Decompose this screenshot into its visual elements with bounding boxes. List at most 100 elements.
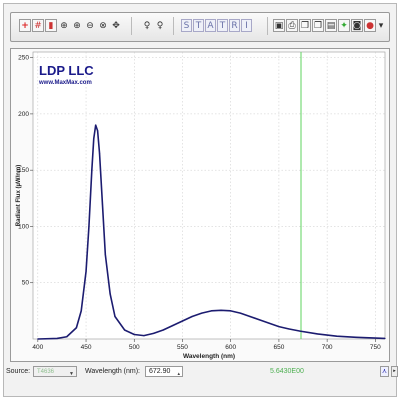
plot-panel: LDP LLC www.MaxMax.com 400 450 500 550 600 65… [10,48,390,362]
data-point [287,328,290,330]
x-tick-label: 650 [273,344,284,351]
data-point [336,335,338,337]
data-point [104,253,106,256]
mode-button-t[interactable]: T [193,19,204,32]
wavelength-label: Wavelength (nm): [85,368,140,375]
toolbar-separator [173,17,174,35]
data-point [278,326,280,328]
toolbar-separator [131,17,132,35]
data-point [230,310,232,312]
data-point [66,336,68,338]
logo-url: www.MaxMax.com [38,80,92,86]
wavelength-input[interactable]: 672.90 ▴ [145,366,183,377]
toolbar-tools-group: + # ▮ ⊕ ⊕ ⊖ ⊗ ✥ [19,19,123,33]
data-point [384,337,386,340]
camera-icon[interactable]: ◙ [351,19,363,32]
x-tick-label: 550 [177,344,188,351]
data-point [114,315,116,318]
data-point [80,310,82,312]
chevron-down-icon: ▼ [69,371,74,377]
data-point [109,293,111,295]
x-tick-label: 700 [322,344,333,351]
mode-button-s[interactable]: S [181,19,192,32]
toolbar-file-group: ▣ ⎙ ❐ ❐ ▤ ✦ ◙ ● [273,19,377,33]
data-point [239,312,241,314]
peak-icon[interactable]: ⋏ [380,366,389,377]
paste-icon[interactable]: ❐ [312,19,324,32]
data-point [181,320,184,322]
data-point [201,312,203,314]
x-tick-label: 600 [225,344,236,351]
data-point [56,337,58,340]
data-point [268,322,270,324]
data-point [101,203,104,205]
export-icon[interactable]: ▤ [325,19,337,32]
trash-icon[interactable]: ▮ [45,19,57,32]
y-tick-label: 200 [18,111,29,118]
data-point [91,169,93,171]
data-point [85,270,87,273]
mode-button-i[interactable]: I [241,19,252,32]
spectrum-chart: LDP LLC www.MaxMax.com 400 450 500 550 600 65… [16,51,386,360]
data-point [316,333,319,335]
data-point [143,335,145,337]
lamp-on-icon[interactable]: ♀ [143,20,151,31]
logo-name: LDP LLC [39,63,94,78]
data-point [133,333,135,336]
y-tick-label: 150 [18,167,29,174]
stop-icon[interactable]: ● [364,19,376,32]
plot-area[interactable] [32,51,386,340]
data-point [355,336,357,338]
save-icon[interactable]: ▣ [273,19,285,32]
y-tick-label: 100 [18,223,29,230]
copy-icon[interactable]: ❐ [299,19,311,32]
zoom-fit-icon[interactable]: ⊗ [99,20,107,31]
data-point [191,315,193,318]
mode-button-a[interactable]: A [205,19,216,32]
y-tick-label: 250 [18,55,29,62]
data-point [299,330,301,332]
data-point [124,329,126,331]
data-point [249,315,251,318]
data-point [152,332,155,334]
toolbar-lamp-group: ♀ ♀ [141,19,167,33]
toolbar-separator [267,17,268,35]
source-value: T4636 [37,369,55,375]
data-point [98,152,101,154]
source-select[interactable]: T4636 ▼ [33,366,77,377]
data-point [162,329,164,331]
data-point [220,309,222,311]
data-point [93,138,95,140]
marker-green-icon[interactable]: ✦ [338,19,350,32]
stepper-icon[interactable]: ▴ [177,371,180,377]
print-icon[interactable]: ⎙ [286,19,298,32]
data-point [97,130,99,132]
mode-button-r[interactable]: R [229,19,240,32]
x-tick-label: 750 [370,344,381,351]
mode-button-t[interactable]: T [217,19,228,32]
logo: LDP LLC www.MaxMax.com [38,63,94,86]
data-point [259,319,261,321]
x-tick-label: 400 [32,344,43,351]
grid-icon[interactable]: # [32,19,44,32]
wavelength-value: 672.90 [149,368,171,375]
toolbar-menu-arrow[interactable]: ▾ [378,20,384,31]
y-axis-label: Radiant Flux (µW/nm) [16,165,22,226]
zoom-in-icon[interactable]: ⊕ [73,20,81,31]
status-bar: Source: T4636 ▼ Wavelength (nm): 672.90 … [2,366,398,380]
x-tick-label: 500 [129,344,140,351]
lamp-off-icon[interactable]: ♀ [156,20,164,31]
zoom-out-icon[interactable]: ⊖ [86,20,94,31]
source-label: Source: [6,368,31,375]
data-point [210,310,213,312]
zoom-box-icon[interactable]: ⊕ [60,20,68,31]
x-tick-label: 450 [81,344,92,351]
data-point [88,225,90,228]
data-point [95,124,97,126]
panel-menu-icon[interactable]: ▸ [391,366,398,377]
pan-icon[interactable]: ✥ [112,20,120,31]
add-marker-icon[interactable]: + [19,19,31,32]
reading-value: 5.6430E00 [270,368,304,375]
